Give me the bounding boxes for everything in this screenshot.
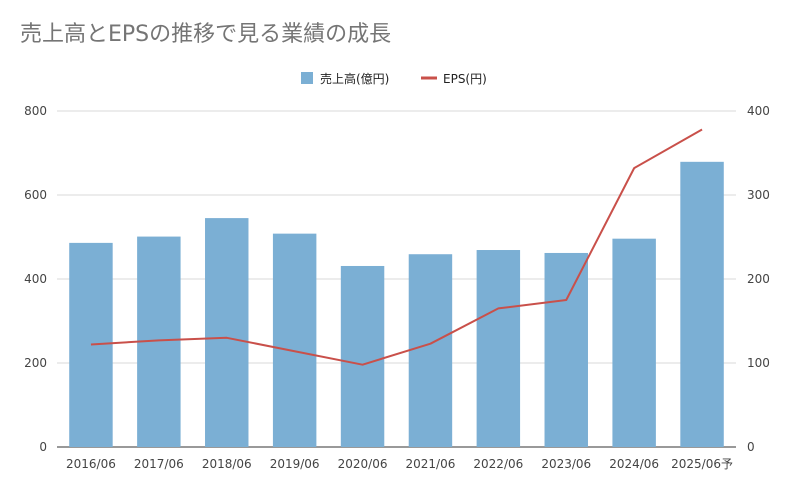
x-tick-label: 2025/06予 bbox=[671, 457, 733, 471]
legend-swatch-bar bbox=[301, 72, 313, 84]
y-right-tick-label: 200 bbox=[747, 272, 770, 286]
legend-label: 売上高(億円) bbox=[320, 71, 389, 86]
bar bbox=[612, 238, 656, 447]
eps-line bbox=[90, 128, 703, 366]
y-left-tick-label: 800 bbox=[24, 104, 47, 118]
y-right-tick-label: 100 bbox=[747, 356, 770, 370]
bar bbox=[272, 233, 317, 447]
bar bbox=[544, 252, 588, 447]
y-left-tick-label: 200 bbox=[24, 356, 47, 370]
bar bbox=[340, 265, 385, 447]
y-left-tick-label: 0 bbox=[39, 440, 47, 454]
y-right-tick-label: 400 bbox=[747, 104, 770, 118]
bar bbox=[205, 218, 249, 447]
bar bbox=[69, 242, 113, 447]
x-tick-label: 2016/06 bbox=[66, 457, 116, 471]
y-left-tick-label: 400 bbox=[24, 272, 47, 286]
line-series bbox=[90, 128, 703, 366]
x-tick-label: 2019/06 bbox=[270, 457, 320, 471]
bar bbox=[680, 161, 724, 447]
x-tick-label: 2022/06 bbox=[473, 457, 523, 471]
x-tick-label: 2020/06 bbox=[338, 457, 388, 471]
x-tick-label: 2021/06 bbox=[406, 457, 456, 471]
chart-title: 売上高とEPSの推移で見る業績の成長 bbox=[20, 22, 392, 47]
x-tick-label: 2017/06 bbox=[134, 457, 184, 471]
legend: 売上高(億円) EPS(円) bbox=[301, 71, 487, 86]
y-right-tick-label: 300 bbox=[747, 188, 770, 202]
x-tick-label: 2018/06 bbox=[202, 457, 252, 471]
y-left-tick-label: 600 bbox=[24, 188, 47, 202]
legend-label: EPS(円) bbox=[443, 72, 487, 86]
bar bbox=[476, 250, 521, 447]
axes: 0 200 400 600 800 0 100 200 300 400 2016/06 2017/06… bbox=[24, 104, 770, 471]
y-right-tick-label: 0 bbox=[747, 440, 755, 454]
bar bbox=[408, 254, 453, 447]
x-tick-label: 2023/06 bbox=[541, 457, 591, 471]
x-tick-label: 2024/06 bbox=[609, 457, 659, 471]
bar-series bbox=[69, 161, 724, 447]
